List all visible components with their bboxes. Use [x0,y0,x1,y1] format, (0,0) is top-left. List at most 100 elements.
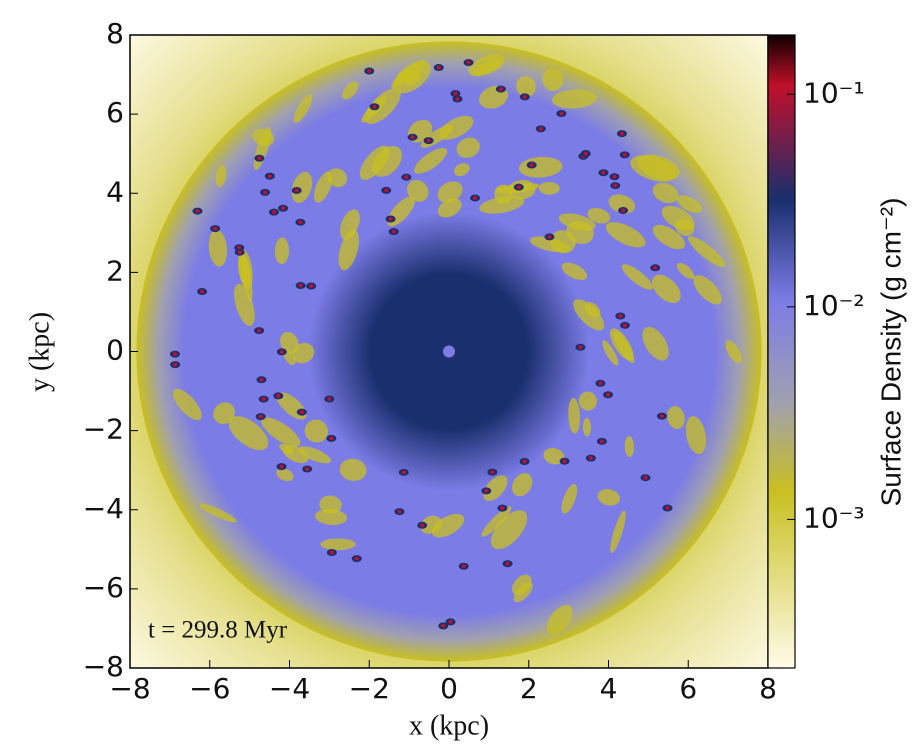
clump-core [384,188,389,193]
gas-void [342,81,359,100]
gas-void [558,213,596,231]
clump-core [559,111,564,116]
gas-void [568,397,581,434]
y-tick-label: 2 [106,254,124,287]
clump-core [276,393,281,398]
gas-void [573,299,605,331]
gas-void [173,388,202,421]
gas-void [298,446,331,464]
clump-core [279,349,284,354]
gas-void [667,406,685,429]
gas-void [610,328,634,361]
clump-core [258,414,263,419]
clump-core [213,226,218,231]
gas-void [372,146,403,177]
gas-void [456,137,480,158]
clump-core [598,381,603,386]
gas-void [319,495,342,514]
gas-void [468,54,505,77]
clump-core [237,250,242,255]
clump-core [294,188,299,193]
y-tick-label: −8 [83,650,124,683]
gas-void [315,508,347,526]
gas-void [208,229,228,267]
clump-core [588,456,593,461]
gas-void [578,391,597,411]
gas-void [215,165,227,188]
clump-core [271,210,276,215]
clump-core [420,523,425,528]
clump-core [484,488,489,493]
gas-void [543,447,565,465]
clump-core [622,152,627,157]
gas-void [651,274,681,304]
y-axis-label: y (kpc) [24,312,55,392]
clump-core [298,283,303,288]
gas-void [293,94,313,123]
clump-core [281,206,286,211]
clump-core [659,414,664,419]
clump-core [562,459,567,464]
clump-core [619,131,624,136]
gas-void [274,237,290,265]
gas-void [587,207,611,224]
x-axis-label: x (kpc) [409,710,489,741]
gas-void [688,236,726,267]
clump-core [500,506,505,511]
clump-core [453,91,458,96]
clump-core [547,234,552,239]
clump-core [436,65,441,70]
gas-void [234,283,255,327]
clump-core [529,163,534,168]
gas-void [494,184,513,205]
x-tick-label: −8 [109,672,150,705]
gas-void [621,264,653,290]
gas-void [304,419,329,443]
gas-void [676,262,695,279]
gas-void [240,254,253,302]
x-tick-label: 4 [600,672,618,705]
gas-void [630,155,677,182]
gas-void [199,503,237,523]
gas-void [511,574,532,595]
y-tick-label: −2 [83,413,124,446]
x-tick-label: −4 [269,672,310,705]
clump-core [621,208,626,213]
gas-void [327,168,348,188]
clump-core [367,69,372,74]
clump-core [172,352,177,357]
gas-void [483,475,508,502]
gas-void [546,605,573,635]
y-tick-label: 6 [106,96,124,129]
clump-core [599,439,604,444]
gas-void [693,275,722,305]
colorbar-tick-label: 10⁻¹ [803,76,865,109]
clump-core [257,328,262,333]
gas-void [479,195,525,214]
clump-core [391,229,396,234]
gas-void [279,443,294,455]
clump-core [397,509,402,514]
clump-core [613,183,618,188]
time-annotation: t = 299.8 Myr [148,617,288,644]
gas-void [228,416,269,451]
clump-core [505,561,510,566]
gas-void [280,331,299,354]
y-tick-label: 8 [106,17,124,50]
gas-void [516,76,536,98]
gas-void [602,340,619,366]
gas-void [291,171,313,203]
gas-void [529,236,570,253]
colorbar-tick-label: 10⁻³ [803,501,865,534]
gas-void [661,205,695,231]
clump-core [473,195,478,200]
gas-void [437,181,463,203]
x-tick-label: 6 [679,672,697,705]
clump-core [404,175,409,180]
clump-core [410,135,415,140]
x-tick-label: −2 [349,672,390,705]
clump-core [498,87,503,92]
clump-core [309,284,314,289]
clump-core [441,623,446,628]
clump-core [538,126,543,131]
